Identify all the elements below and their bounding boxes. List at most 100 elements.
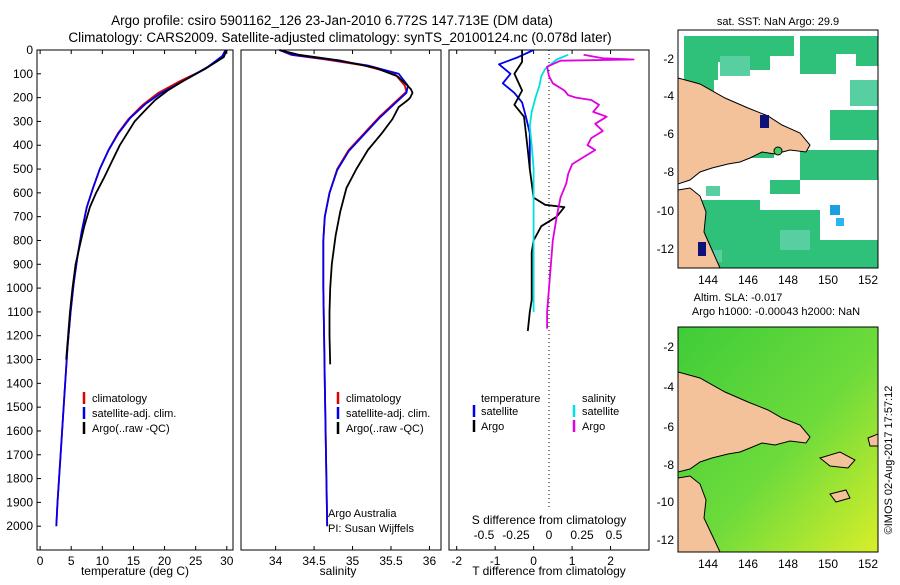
sla-map-frame <box>677 326 879 553</box>
depth-tick-label: 400 <box>13 138 33 152</box>
series-salinity-argo <box>546 53 635 329</box>
depth-tick-label: 1400 <box>6 376 33 390</box>
s-difference-axis-label: S difference from climatology <box>472 513 627 527</box>
salinity-panel: 34 34.5 35 35.5 36 salinity climatology sate… <box>240 49 442 578</box>
sst-map-field <box>678 30 878 268</box>
series-climatology <box>279 49 408 527</box>
sla-land-islands <box>818 433 878 503</box>
t-difference-axis-label: T difference from climatology <box>472 564 626 578</box>
depth-tick-label: 1300 <box>6 353 33 367</box>
sla-map: Altim. SLA: -0.017 Argo h1000: -0.00043 … <box>657 292 895 571</box>
credit-line-1: Argo Australia <box>328 508 397 520</box>
sst-argo-marker <box>760 115 769 128</box>
temperature-axis-ticks: 0 5 10 15 20 25 30 <box>37 50 234 568</box>
salinity-axis-ticks: 34 34.5 35 35.5 36 <box>269 50 436 568</box>
sst-cold-cell <box>698 242 706 256</box>
temperature-panel: 0100200300400500600700800900100011001200… <box>6 43 233 578</box>
series-satellite-adj-clim <box>279 49 409 527</box>
depth-tick-label: 1700 <box>6 448 33 462</box>
x-tick-label: -1 <box>490 554 501 568</box>
lat-tick: -10 <box>657 495 675 509</box>
sla-map-title-2: Argo h1000: -0.00043 h2000: NaN <box>692 306 860 318</box>
depth-tick-label: 900 <box>13 257 33 271</box>
legend-title-temperature: temperature <box>481 393 540 405</box>
legend-label-s-satellite: satellite <box>582 406 619 418</box>
sst-float-position <box>773 146 783 156</box>
lat-tick: -4 <box>663 380 674 394</box>
x-tick-label: 1 <box>569 554 576 568</box>
sst-map-title: sat. SST: NaN Argo: 29.9 <box>717 16 839 28</box>
lat-tick: -10 <box>657 204 675 218</box>
sla-land-australia <box>678 475 721 552</box>
legend-label-satellite: satellite-adj. clim. <box>92 408 176 420</box>
sla-map-yticks: -2 -4 -6 -8 -10 -12 <box>657 340 675 547</box>
sla-map-title-1: Altim. SLA: -0.017 <box>694 292 783 304</box>
legend-label-climatology: climatology <box>346 393 402 405</box>
salinity-plot-frame <box>240 49 442 551</box>
legend-label-argo: Argo(..raw -QC) <box>346 423 424 435</box>
x-tick-label: 0 <box>530 554 537 568</box>
legend-title-salinity: salinity <box>582 393 616 405</box>
lon-tick: 150 <box>818 273 838 287</box>
lon-tick: 148 <box>778 557 798 571</box>
temperature-plot-frame <box>36 49 234 551</box>
legend-label-satellite: satellite-adj. clim. <box>346 408 430 420</box>
depth-tick-label: 1500 <box>6 400 33 414</box>
lat-tick: -6 <box>663 420 674 434</box>
lon-tick: 152 <box>858 557 878 571</box>
s-tick: -0.25 <box>502 528 530 542</box>
difference-series <box>498 49 635 332</box>
legend-label-t-argo: Argo <box>481 421 504 433</box>
series-temperature-satellite <box>498 49 534 169</box>
sst-warm-cell <box>836 218 844 226</box>
lon-tick: 152 <box>858 273 878 287</box>
x-tick-label: 35.5 <box>379 554 403 568</box>
depth-tick-label: 800 <box>13 233 33 247</box>
header-line-2: Climatology: CARS2009. Satellite-adjuste… <box>68 30 611 45</box>
s-difference-ticks: -0.5 -0.25 0 0.25 0.5 <box>474 528 623 542</box>
depth-tick-label: 0 <box>26 43 33 57</box>
depth-tick-label: 1600 <box>6 424 33 438</box>
t-difference-axis-ticks: -2 -1 0 1 2 <box>451 50 614 568</box>
depth-tick-label: 1900 <box>6 495 33 509</box>
series-climatology <box>55 49 227 527</box>
s-tick: 0 <box>546 528 553 542</box>
sst-ocean-patches <box>684 36 878 268</box>
depth-axis-ticks: 0 100 200 300 400 500 600 700 800 900 1000 1100 1200… <box>6 43 41 533</box>
legend-label-t-satellite: satellite <box>481 406 518 418</box>
x-tick-label: 30 <box>220 554 234 568</box>
depth-tick-label: 600 <box>13 186 33 200</box>
depth-tick-label: 2000 <box>6 519 33 533</box>
difference-plot-frame <box>448 49 650 551</box>
lat-tick: -8 <box>663 458 674 472</box>
depth-tick-label: 200 <box>13 91 33 105</box>
salinity-series <box>279 49 414 527</box>
lat-tick: -6 <box>663 127 674 141</box>
s-tick: 0.5 <box>606 528 623 542</box>
lat-tick: -2 <box>663 340 674 354</box>
series-satellite-adj-clim <box>55 49 227 527</box>
credit-line-2: PI: Susan Wijffels <box>328 523 414 535</box>
lon-tick: 144 <box>698 557 718 571</box>
x-tick-label: 15 <box>127 554 141 568</box>
lon-tick: 146 <box>738 273 758 287</box>
legend-label-argo: Argo(..raw -QC) <box>92 423 170 435</box>
x-tick-label: 25 <box>189 554 203 568</box>
depth-tick-label: 1200 <box>6 329 33 343</box>
sst-land-new-guinea <box>678 77 811 185</box>
s-tick: 0.25 <box>570 528 594 542</box>
salinity-axis-label: salinity <box>320 564 357 578</box>
series-argo-raw-qc <box>65 49 228 360</box>
x-tick-label: 35 <box>346 554 360 568</box>
temperature-legend: climatology satellite-adj. clim. Argo(..… <box>82 392 176 435</box>
x-tick-label: 34 <box>269 554 283 568</box>
lon-tick: 148 <box>778 273 798 287</box>
depth-tick-label: 1000 <box>6 281 33 295</box>
s-tick: -0.5 <box>474 528 495 542</box>
depth-tick-label: 700 <box>13 210 33 224</box>
sst-map: sat. SST: NaN Argo: 29.9 -2 -4 -6 -8 -10… <box>657 16 879 287</box>
difference-panel: -2 -1 0 1 2 T difference from climatology S … <box>448 49 650 578</box>
sla-land-new-guinea <box>678 371 811 473</box>
x-tick-label: 10 <box>96 554 110 568</box>
